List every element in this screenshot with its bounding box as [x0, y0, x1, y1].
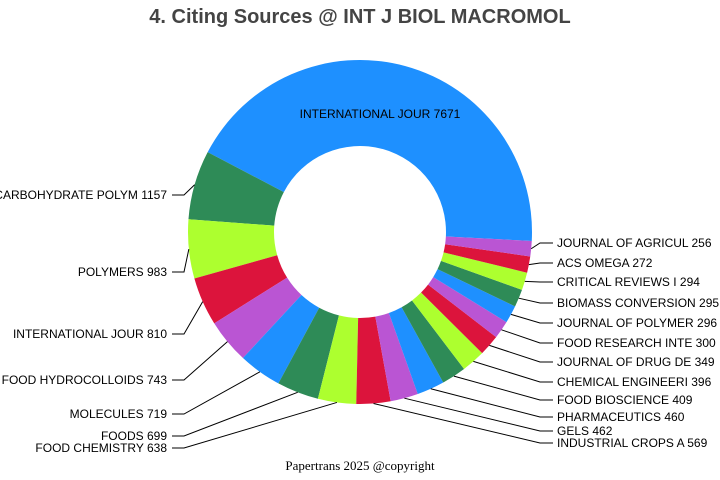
donut-slice	[317, 315, 359, 404]
slice-label: POLYMERS 983	[78, 265, 167, 279]
slice-label: GELS 462	[557, 424, 613, 438]
footer-copyright: Papertrans 2025 @copyright	[285, 458, 435, 473]
chart-title: 4. Citing Sources @ INT J BIOL MACROMOL	[149, 6, 571, 28]
leader-line	[172, 249, 190, 273]
donut-slice	[437, 260, 522, 307]
leader-line	[530, 242, 553, 250]
leader-line	[172, 341, 228, 381]
leader-line	[172, 391, 298, 437]
leader-line	[373, 402, 553, 444]
leader-line	[172, 401, 338, 449]
slice-label: MOLECULES 719	[70, 407, 168, 421]
slice-label: FOOD BIOSCIENCE 409	[557, 393, 693, 407]
leader-line	[524, 280, 553, 283]
leader-line	[172, 371, 261, 415]
slice-label: BIOMASS CONVERSION 295	[557, 296, 719, 310]
slice-label: ACS OMEGA 272	[557, 256, 653, 270]
slice-label: INTERNATIONAL JOUR 810	[13, 327, 167, 341]
slice-label: PHARMACEUTICS 460	[557, 410, 685, 424]
donut-slice	[188, 219, 278, 279]
slice-label: FOOD RESEARCH INTE 300	[557, 336, 716, 350]
leader-line	[528, 262, 553, 266]
leader-line	[430, 388, 553, 418]
donut-slice	[194, 255, 288, 324]
donut-slice	[356, 316, 391, 404]
donut-slice	[242, 295, 320, 384]
slice-label: JOURNAL OF AGRICUL 256	[557, 236, 712, 250]
donut-slice	[188, 152, 284, 226]
leader-line	[453, 375, 553, 401]
donut-slice	[207, 59, 532, 242]
slice-label: JOURNAL OF POLYMER 296	[557, 316, 717, 330]
donut-slice	[388, 307, 444, 395]
slice-label: CRITICAL REVIEWS I 294	[557, 275, 700, 289]
slice-label: FOODS 699	[101, 429, 167, 443]
leader-line	[172, 184, 195, 196]
leader-line	[518, 297, 553, 304]
donut-slice	[412, 292, 483, 369]
leader-line	[489, 344, 553, 363]
slice-label: CARBOHYDRATE POLYM 1157	[0, 188, 167, 202]
donut-slice	[443, 244, 531, 273]
leader-line	[473, 360, 553, 383]
donut-slice	[375, 313, 418, 402]
slice-label: INDUSTRIAL CROPS A 569	[557, 436, 708, 450]
slice-label: JOURNAL OF DRUG DE 349	[557, 355, 715, 369]
donut-slice	[421, 284, 497, 354]
leader-line	[404, 397, 553, 432]
slice-label: CHEMICAL ENGINEERI 396	[557, 375, 712, 389]
slice-label: FOOD HYDROCOLLOIDS 743	[2, 373, 168, 387]
donut-slice	[278, 307, 339, 399]
donut-slice	[401, 300, 465, 383]
slice-label: INTERNATIONAL JOUR 7671	[300, 107, 461, 121]
leader-line	[510, 313, 553, 324]
donut-slice	[428, 277, 507, 338]
donut-slice	[433, 269, 516, 323]
leader-line	[172, 301, 204, 335]
donut-slice	[440, 252, 528, 290]
leader-line	[501, 329, 553, 344]
slice-label: FOOD CHEMISTRY 638	[35, 441, 167, 455]
donut-slice	[214, 277, 302, 359]
donut-slice	[445, 236, 532, 257]
